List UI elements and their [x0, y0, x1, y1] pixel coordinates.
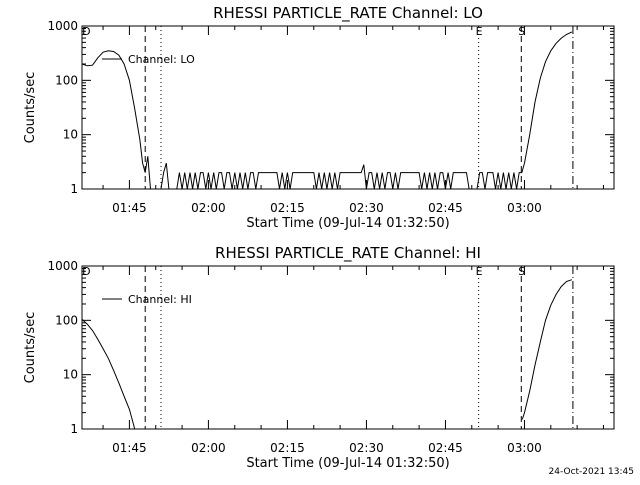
panel-2-x-tick-label: 02:00	[191, 441, 226, 455]
panel-1-series-line-1	[81, 31, 573, 190]
panel-2-series-line-2	[521, 279, 573, 420]
panel-2-marker-label: D	[82, 265, 90, 278]
panel-2-x-tick-label: 02:30	[349, 441, 384, 455]
panel-1-x-tick-label: 02:15	[270, 201, 305, 215]
panel-2-x-tick-label: 02:45	[428, 441, 463, 455]
panel-1-y-axis-label: Counts/sec	[23, 72, 38, 144]
panel-1-legend-label: Channel: LO	[128, 53, 195, 66]
panel-1-title: RHESSI PARTICLE_RATE Channel: LO	[213, 4, 483, 23]
panel-2-y-axis-label: Counts/sec	[23, 312, 38, 384]
panel-1-x-tick-label: 02:30	[349, 201, 384, 215]
panel-2-x-tick-label: 01:45	[112, 441, 147, 455]
panel-1-x-tick-label: 02:45	[428, 201, 463, 215]
panel-1-marker-label: S	[518, 25, 525, 38]
panel-2-title: RHESSI PARTICLE_RATE Channel: HI	[215, 244, 481, 263]
panel-2-x-tick-label: 03:00	[507, 441, 542, 455]
panel-2-y-tick-label: 100	[55, 313, 78, 327]
generation-timestamp: 24-Oct-2021 13:45	[548, 467, 634, 477]
panel-1-y-tick-label: 1000	[47, 19, 78, 33]
panel-1-y-tick-label: 10	[63, 128, 78, 142]
panel-2-marker-label: S	[518, 265, 525, 278]
panel-1-x-tick-label: 02:00	[191, 201, 226, 215]
panel-1-y-tick-label: 1	[70, 182, 78, 196]
panel-2-axes-frame	[81, 265, 615, 430]
panel-1-marker-label: D	[82, 25, 90, 38]
panel-2-series-line-1	[81, 318, 136, 430]
panel-2-y-tick-label: 1000	[47, 259, 78, 273]
panel-1-marker-label: E	[476, 25, 483, 38]
panel-1-x-tick-label: 03:00	[507, 201, 542, 215]
panel-1-x-tick-label: 01:45	[112, 201, 147, 215]
panel-1-y-tick-label: 100	[55, 73, 78, 87]
panel-2-legend-label: Channel: HI	[128, 293, 192, 306]
panel-1-x-axis-label: Start Time (09-Jul-14 01:32:50)	[246, 216, 449, 231]
panel-2-marker-label: E	[476, 265, 483, 278]
panel-2-y-tick-label: 10	[63, 368, 78, 382]
panel-2-y-tick-label: 1	[70, 422, 78, 436]
panel-1-axes-frame	[81, 25, 615, 190]
panel-2-x-tick-label: 02:15	[270, 441, 305, 455]
panel-2-x-axis-label: Start Time (09-Jul-14 01:32:50)	[246, 456, 449, 471]
